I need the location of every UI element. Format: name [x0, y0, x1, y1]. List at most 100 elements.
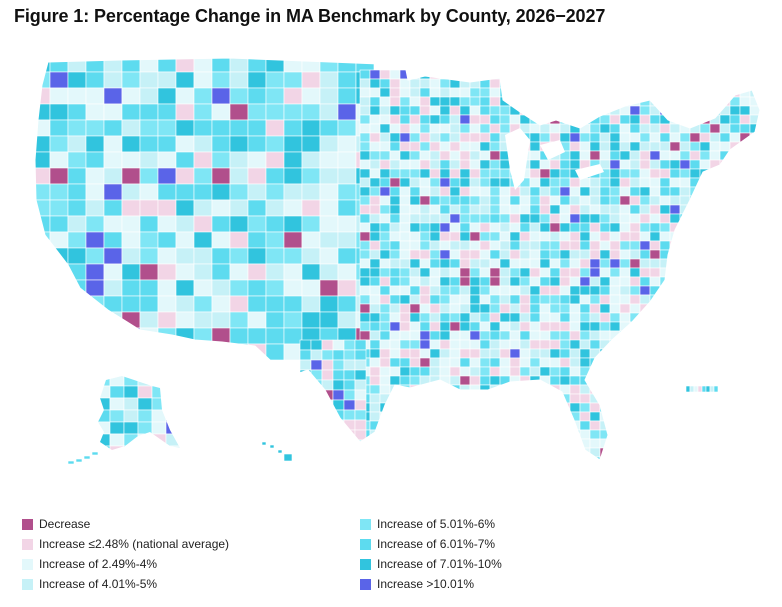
county [569, 339, 581, 350]
county [459, 87, 471, 98]
county [609, 159, 621, 170]
county [569, 276, 581, 287]
county [509, 375, 521, 386]
county [429, 420, 441, 431]
county [179, 445, 180, 450]
county [719, 87, 731, 98]
county [739, 177, 751, 188]
county [599, 141, 611, 152]
county [659, 348, 671, 359]
county [519, 294, 531, 305]
county [649, 375, 661, 386]
county [519, 231, 531, 242]
county [85, 295, 105, 313]
county [709, 321, 721, 332]
county [549, 222, 561, 233]
county [399, 429, 411, 440]
county [369, 204, 381, 215]
county [649, 438, 661, 449]
county [247, 247, 267, 265]
county [67, 58, 87, 73]
county [85, 71, 105, 89]
county [719, 78, 731, 89]
county [679, 213, 691, 224]
county [35, 167, 51, 185]
county [399, 456, 411, 460]
county [265, 71, 285, 89]
county [719, 213, 731, 224]
county [379, 87, 391, 98]
county [139, 343, 159, 361]
county [321, 409, 334, 421]
county [489, 222, 501, 233]
county [519, 276, 531, 287]
county [459, 348, 471, 359]
county [619, 87, 631, 98]
county [479, 186, 491, 197]
county [519, 411, 531, 422]
county [759, 429, 760, 440]
county [549, 123, 561, 134]
county [337, 58, 357, 73]
county [247, 295, 267, 313]
county [659, 195, 671, 206]
county [649, 384, 661, 395]
county [409, 186, 421, 197]
county [419, 456, 431, 460]
county [569, 195, 581, 206]
county [429, 366, 441, 377]
county [679, 366, 691, 377]
county [337, 295, 357, 313]
county [679, 87, 691, 98]
county [379, 177, 391, 188]
county [369, 312, 381, 323]
county [399, 96, 411, 107]
county [669, 456, 681, 460]
county [310, 419, 323, 431]
county [193, 311, 213, 329]
county [539, 159, 551, 170]
county [569, 177, 581, 188]
county [629, 222, 641, 233]
county [139, 151, 159, 169]
county [429, 348, 441, 359]
county [679, 177, 691, 188]
county [429, 285, 441, 296]
county [709, 276, 721, 287]
county [679, 249, 691, 260]
county [399, 150, 411, 161]
county [649, 339, 661, 350]
county [609, 258, 621, 269]
county [109, 385, 125, 399]
county [85, 311, 105, 329]
county [49, 119, 69, 137]
county [389, 204, 401, 215]
county [409, 249, 421, 260]
county [439, 114, 451, 125]
county [343, 379, 356, 391]
county [439, 438, 451, 449]
county [709, 231, 721, 242]
county [649, 366, 661, 377]
county [439, 132, 451, 143]
county [459, 312, 471, 323]
county [301, 135, 321, 153]
county [609, 213, 621, 224]
county [519, 240, 531, 251]
county [559, 384, 571, 395]
county [67, 71, 87, 89]
county [449, 456, 461, 460]
county [519, 456, 531, 460]
county [689, 303, 701, 314]
county [519, 249, 531, 260]
county [559, 78, 571, 89]
county [659, 339, 671, 350]
county [509, 411, 521, 422]
county [619, 384, 631, 395]
county [759, 150, 760, 161]
county [529, 330, 541, 341]
county [639, 87, 651, 98]
county [739, 204, 751, 215]
county [265, 279, 285, 297]
county [399, 339, 411, 350]
